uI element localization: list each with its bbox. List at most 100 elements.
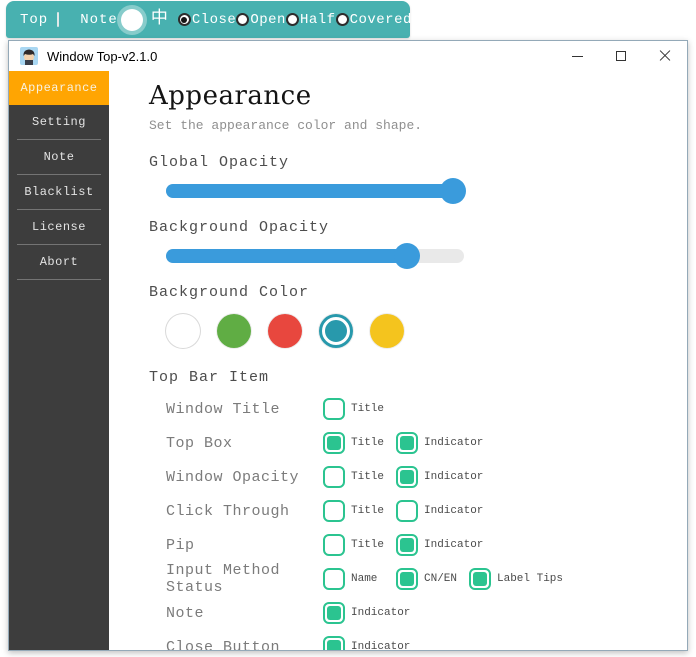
radio-label: Open: [250, 11, 286, 28]
background-opacity-fill: [166, 249, 408, 263]
check-label: Title: [351, 539, 385, 551]
checkbox-title[interactable]: [323, 534, 345, 556]
check-cell: Title: [323, 466, 396, 488]
radio-circle-icon: [285, 13, 299, 26]
row-label: Window Title: [166, 400, 281, 418]
checkbox-label-tips[interactable]: [469, 568, 491, 590]
radio-label: Half: [299, 11, 336, 28]
background-opacity-label: Background Opacity: [149, 219, 330, 236]
global-opacity-slider[interactable]: [166, 178, 466, 204]
check-label: Title: [351, 403, 385, 415]
page-title: Appearance: [149, 81, 312, 111]
radio-close[interactable]: Close: [177, 11, 237, 28]
sidebar-item-license[interactable]: License: [17, 210, 101, 245]
checkbox-title[interactable]: [323, 466, 345, 488]
cover-mode-radio-group: Close Open Half Covered: [177, 11, 412, 28]
minimize-icon: [571, 55, 583, 57]
sidebar-item-blacklist[interactable]: Blacklist: [17, 175, 101, 210]
radio-half[interactable]: Half: [285, 11, 336, 28]
checkbox-indicator[interactable]: [396, 534, 418, 556]
top-label: Top: [20, 11, 49, 28]
check-label: Indicator: [351, 641, 411, 650]
top-bar-item-row: Input Method Status Name CN/EN Label Tips: [166, 562, 687, 596]
radio-open[interactable]: Open: [236, 12, 286, 28]
top-bar-item-row: Top Box Title Indicator: [166, 426, 687, 460]
radio-circle-icon: [236, 13, 250, 26]
check-cell: Indicator: [323, 602, 410, 624]
checkbox-indicator[interactable]: [396, 500, 418, 522]
maximize-icon: [616, 51, 626, 61]
app-icon: [20, 47, 38, 65]
top-bar-item-label: Top Bar Item: [149, 369, 270, 386]
check-cell: Indicator: [396, 534, 483, 556]
check-label: Indicator: [424, 471, 484, 483]
check-label: Indicator: [351, 607, 411, 619]
check-cell: Title: [323, 432, 396, 454]
global-opacity-thumb[interactable]: [440, 178, 466, 204]
check-label: Title: [351, 505, 385, 517]
radio-covered[interactable]: Covered: [335, 11, 412, 28]
ime-status-icon[interactable]: 中: [150, 10, 168, 29]
color-swatch-red[interactable]: [268, 314, 302, 348]
check-label: Title: [351, 437, 385, 449]
check-label: Title: [351, 471, 385, 483]
floating-top-bar: Top Note 中 Close Open Half Covered: [6, 1, 412, 38]
row-label: Input Method Status: [166, 562, 281, 596]
radio-label: Covered: [349, 11, 412, 28]
page-subtitle: Set the appearance color and shape.: [149, 118, 423, 133]
row-label: Click Through: [166, 502, 290, 520]
title-bar: Window Top-v2.1.0: [9, 41, 687, 71]
maximize-button[interactable]: [599, 41, 643, 71]
sidebar-item-abort[interactable]: Abort: [17, 245, 101, 280]
top-checkbox[interactable]: [57, 12, 60, 27]
check-cell: Indicator: [396, 466, 483, 488]
checkbox-title[interactable]: [323, 500, 345, 522]
checkbox-indicator[interactable]: [396, 466, 418, 488]
row-label: Pip: [166, 536, 195, 554]
checkbox-indicator[interactable]: [323, 636, 345, 650]
note-label[interactable]: Note: [80, 11, 118, 28]
minimize-button[interactable]: [555, 41, 599, 71]
check-label: Indicator: [424, 539, 484, 551]
close-icon: [659, 50, 671, 62]
check-cell: Title: [323, 398, 384, 420]
checkbox-title[interactable]: [323, 432, 345, 454]
global-opacity-fill: [166, 184, 464, 198]
top-bar-item-rows: Window Title Title Top Box Title Indicator Wi…: [149, 392, 687, 650]
close-button[interactable]: [643, 41, 687, 71]
checkbox-name[interactable]: [323, 568, 345, 590]
sidebar-nav: Appearance Setting Note Blacklist License Abo…: [9, 71, 109, 650]
sidebar-item-note[interactable]: Note: [17, 140, 101, 175]
check-label: Label Tips: [497, 573, 564, 585]
top-bar-item-row: Window Opacity Title Indicator: [166, 460, 687, 494]
check-cell: Label Tips: [469, 568, 563, 590]
radio-circle-icon: [177, 13, 191, 26]
checkbox-indicator[interactable]: [323, 602, 345, 624]
main-window: Window Top-v2.1.0 Appearance Setting Note B…: [8, 40, 688, 651]
check-cell: Name: [323, 568, 396, 590]
topbar-slider-thumb[interactable]: [120, 8, 143, 31]
row-label: Window Opacity: [166, 468, 300, 486]
sidebar-item-appearance[interactable]: Appearance: [9, 71, 109, 105]
checkbox-title[interactable]: [323, 398, 345, 420]
top-bar-item-row: Window Title Title: [166, 392, 687, 426]
background-opacity-slider[interactable]: [166, 243, 464, 269]
appearance-panel: Appearance Set the appearance color and …: [109, 71, 687, 650]
background-color-label: Background Color: [149, 284, 310, 301]
check-cell: Indicator: [323, 636, 410, 650]
color-swatch-teal[interactable]: [319, 314, 353, 348]
checkbox-cn-en[interactable]: [396, 568, 418, 590]
check-label: Indicator: [424, 505, 484, 517]
radio-label: Close: [191, 11, 237, 28]
window-controls: [555, 41, 687, 71]
color-swatch-green[interactable]: [217, 314, 251, 348]
check-cell: Title: [323, 500, 396, 522]
color-swatch-yellow[interactable]: [370, 314, 404, 348]
top-bar-item-row: Click Through Title Indicator: [166, 494, 687, 528]
background-opacity-thumb[interactable]: [394, 243, 421, 269]
check-cell: Title: [323, 534, 396, 556]
color-swatch-white[interactable]: [166, 314, 200, 348]
sidebar-item-setting[interactable]: Setting: [17, 105, 101, 140]
checkbox-indicator[interactable]: [396, 432, 418, 454]
